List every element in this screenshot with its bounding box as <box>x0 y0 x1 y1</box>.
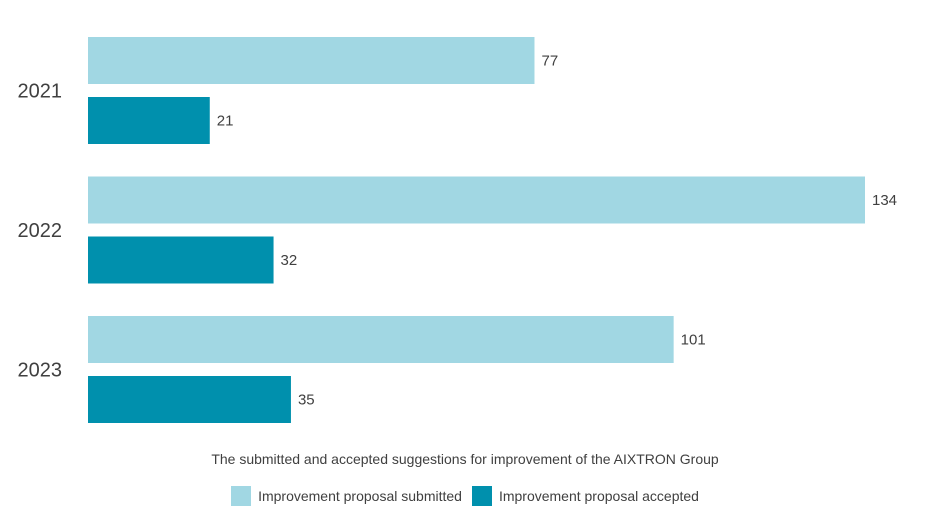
bar-accepted-2022 <box>88 236 274 284</box>
legend-swatch-submitted <box>231 486 252 506</box>
legend-label-submitted: Improvement proposal submitted <box>258 488 462 504</box>
value-label-accepted-2023: 35 <box>298 392 315 409</box>
category-label-2021: 2021 <box>18 81 63 103</box>
bar-submitted-2023 <box>88 316 674 363</box>
legend-item-submitted: Improvement proposal submitted <box>231 486 462 506</box>
bar-chart-plot: 2021 77 21 2022 134 32 2023 101 35 <box>18 37 897 423</box>
value-label-accepted-2022: 32 <box>281 252 298 269</box>
chart-caption: The submitted and accepted suggestions f… <box>211 451 719 467</box>
bar-accepted-2023 <box>88 376 291 423</box>
bar-accepted-2021 <box>88 97 210 144</box>
bar-submitted-2021 <box>88 37 535 84</box>
value-label-submitted-2023: 101 <box>681 332 706 349</box>
legend-swatch-accepted <box>471 486 492 506</box>
category-label-2022: 2022 <box>18 220 63 242</box>
legend-item-accepted: Improvement proposal accepted <box>471 486 699 506</box>
value-label-submitted-2021: 77 <box>541 53 558 70</box>
legend: Improvement proposal submitted Improveme… <box>0 486 930 506</box>
bar-submitted-2022 <box>88 176 865 224</box>
category-label-2023: 2023 <box>18 360 63 382</box>
legend-label-accepted: Improvement proposal accepted <box>498 488 699 504</box>
value-label-accepted-2021: 21 <box>217 113 234 130</box>
value-label-submitted-2022: 134 <box>872 192 897 209</box>
